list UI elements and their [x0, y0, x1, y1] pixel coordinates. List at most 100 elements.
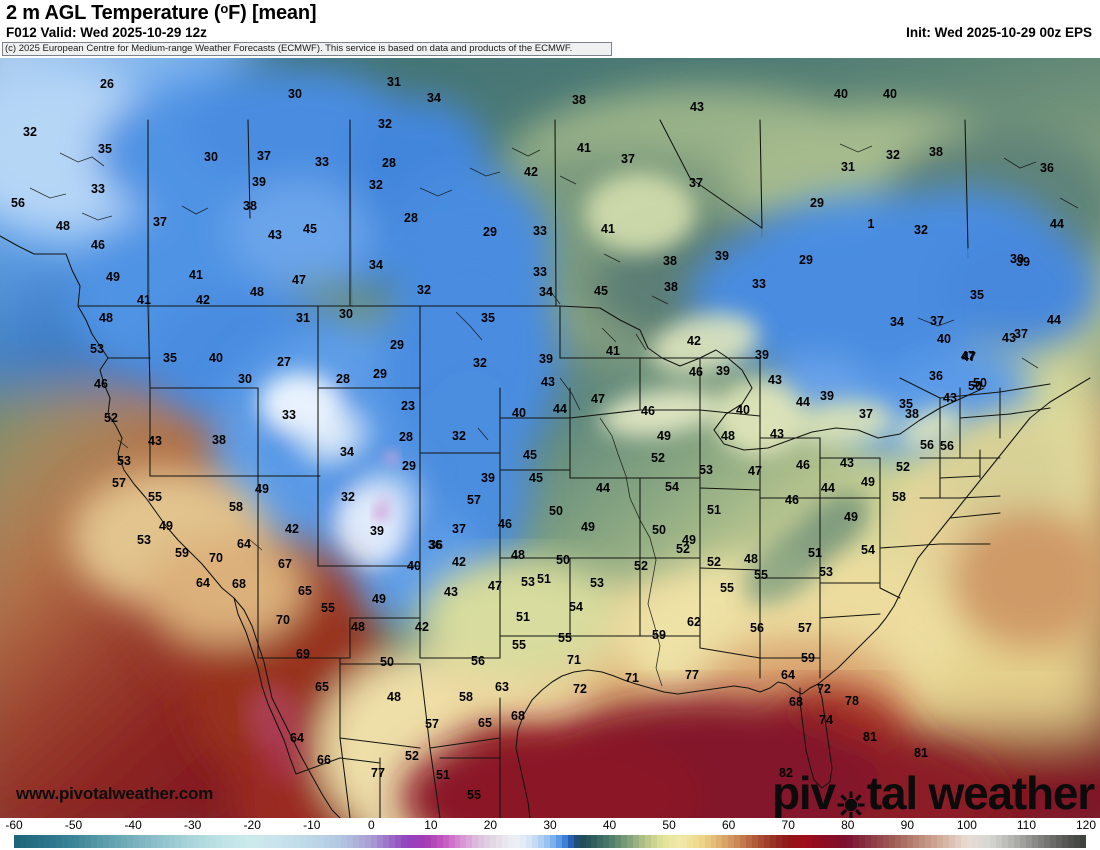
colorbar-swatch	[698, 835, 705, 848]
colorbar-swatch	[1014, 835, 1021, 848]
colorbar-swatch	[377, 835, 384, 848]
colorbar-swatch	[97, 835, 104, 848]
pivotal-weather-logo: piv tal weather	[772, 767, 1095, 818]
colorbar-tick: 30	[543, 818, 557, 832]
colorbar-swatch	[543, 835, 550, 848]
page-title-unit: F) [mean]	[228, 1, 317, 24]
colorbar-swatch	[162, 835, 169, 848]
colorbar-tick: 120	[1075, 818, 1097, 832]
colorbar-swatch	[448, 835, 455, 848]
colorbar-swatch	[168, 835, 175, 848]
colorbar-swatch	[752, 835, 759, 848]
colorbar-swatch	[990, 835, 997, 848]
colorbar-swatch	[1055, 835, 1062, 848]
colorbar-swatch	[234, 835, 241, 848]
colorbar-tick: -30	[183, 818, 202, 832]
colorbar-swatch	[895, 835, 902, 848]
colorbar-swatch	[139, 835, 145, 848]
colorbar-tick: 70	[781, 818, 795, 832]
colorbar-tick-labels: -60 -50 -40 -30 -20 -10 0 10 20 30 40 50 60 70 80 90 100…	[0, 818, 1100, 834]
colorbar-swatch	[1061, 835, 1068, 848]
colorbar-swatch	[918, 835, 925, 848]
colorbar-swatch	[174, 835, 181, 848]
colorbar-swatch	[627, 835, 634, 848]
colorbar-swatch	[799, 835, 806, 848]
colorbar-swatch	[758, 835, 765, 848]
colorbar-swatch	[912, 835, 919, 848]
colorbar-swatch	[728, 835, 735, 848]
colorbar-tick: -20	[243, 818, 261, 832]
temperature-map[interactable]: 26 32 35 33 56 48 37 46 49 41 41 42 48 48 53 35 40 46 30 52…	[0, 58, 1100, 818]
colorbar-swatch	[776, 835, 782, 848]
colorbar-swatch	[996, 835, 1003, 848]
colorbar-swatch	[948, 835, 955, 848]
colorbar-swatch	[353, 835, 360, 848]
valid-time-label: F012 Valid: Wed 2025-10-29 12z	[6, 25, 207, 40]
colorbar-swatch	[734, 835, 741, 848]
colorbar-swatch	[192, 835, 199, 848]
colorbar-swatch	[198, 835, 205, 848]
colorbar-swatch	[258, 835, 265, 848]
colorbar-swatch	[323, 835, 330, 848]
colorbar-swatch	[692, 835, 699, 848]
colorbar-swatch	[978, 835, 985, 848]
colorbar-swatch	[460, 835, 467, 848]
colorbar-swatch	[1008, 835, 1015, 848]
colorbar-swatch	[591, 835, 598, 848]
colorbar-swatch	[430, 835, 437, 848]
colorbar-swatch	[1067, 835, 1074, 848]
colorbar-swatch	[609, 835, 616, 848]
colorbar-swatch	[573, 835, 580, 848]
colorbar-swatch	[514, 835, 521, 848]
colorbar-swatch	[960, 835, 967, 848]
colorbar-tick: 110	[1016, 818, 1037, 832]
colorbar-swatch	[472, 835, 479, 848]
colorbar-swatch	[121, 835, 128, 848]
colorbar-swatch	[764, 835, 771, 848]
colorbar-swatch	[1026, 835, 1032, 848]
colorbar-swatch	[389, 835, 395, 848]
colorbar-swatch	[216, 835, 223, 848]
colorbar-swatch	[811, 835, 818, 848]
colorbar-swatch	[383, 835, 390, 848]
colorbar-swatch	[204, 835, 211, 848]
colorbar-swatch	[710, 835, 717, 848]
colorbar-swatch	[37, 835, 44, 848]
colorbar-swatch	[252, 835, 259, 848]
colorbar-swatch	[740, 835, 747, 848]
colorbar-swatch	[1049, 835, 1056, 848]
colorbar-tick: -40	[124, 818, 142, 832]
colorbar-swatch	[1020, 835, 1027, 848]
colorbar-gradient	[14, 835, 1086, 848]
colorbar-swatch	[299, 835, 306, 848]
colorbar-swatch	[412, 835, 419, 848]
page-title: 2 m AGL Temperature (oF) [mean]	[6, 1, 317, 25]
sun-icon	[836, 781, 866, 818]
colorbar-swatch	[567, 835, 574, 848]
colorbar-swatch	[787, 835, 794, 848]
colorbar-swatch	[781, 835, 788, 848]
logo-text-part1: piv	[772, 767, 836, 818]
colorbar-swatch	[341, 835, 348, 848]
colorbar-swatch	[240, 835, 247, 848]
colorbar-swatch	[180, 835, 187, 848]
colorbar-swatch	[520, 835, 526, 848]
colorbar-swatch	[930, 835, 937, 848]
colorbar-swatch	[484, 835, 491, 848]
attribution-text: (c) 2025 European Centre for Medium-rang…	[2, 42, 612, 56]
colorbar-swatch	[984, 835, 991, 848]
colorbar-swatch	[793, 835, 800, 848]
colorbar-swatch	[722, 835, 729, 848]
colorbar-swatch	[436, 835, 443, 848]
colorbar-swatch	[264, 835, 270, 848]
colorbar-swatch	[674, 835, 681, 848]
colorbar-swatch	[650, 835, 657, 848]
colorbar-swatch	[150, 835, 157, 848]
colorbar-swatch	[73, 835, 80, 848]
colorbar-swatch	[228, 835, 235, 848]
colorbar[interactable]: -60 -50 -40 -30 -20 -10 0 10 20 30 40 50 60 70 80 90 100…	[0, 818, 1100, 850]
colorbar-swatch	[335, 835, 342, 848]
colorbar-swatch	[85, 835, 92, 848]
colorbar-swatch	[133, 835, 140, 848]
map-raster	[0, 58, 1100, 818]
